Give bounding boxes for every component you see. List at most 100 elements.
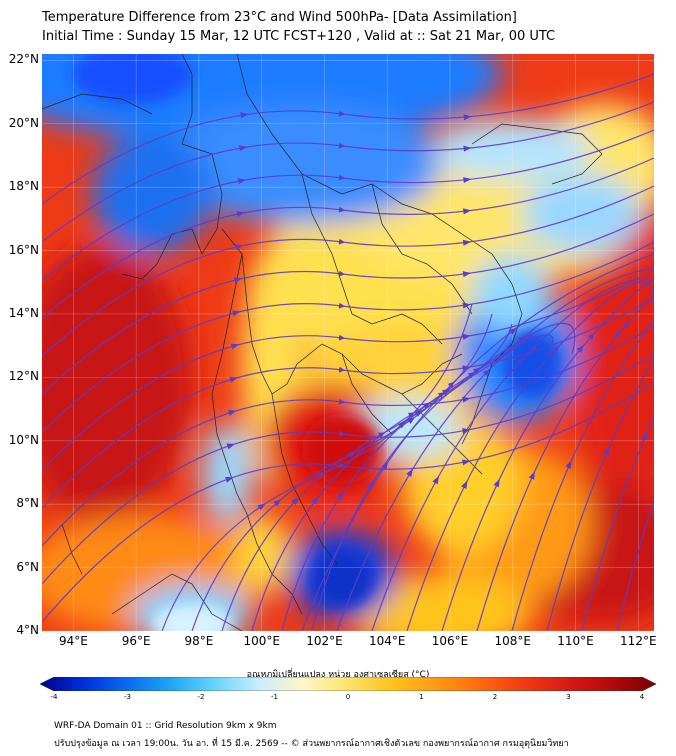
wind-arrowhead: [462, 396, 471, 403]
wind-arrowhead: [576, 344, 585, 353]
lat-tick-label: 4°N: [16, 623, 39, 637]
wind-arrowhead: [528, 471, 535, 480]
wind-arrowhead: [366, 481, 374, 490]
streamline: [221, 323, 513, 631]
wind-arrowhead: [233, 277, 243, 284]
streamline: [406, 281, 654, 631]
wind-arrowhead: [240, 112, 249, 119]
wind-arrowhead: [613, 330, 622, 339]
colorbar-tick-label: 4: [639, 693, 645, 701]
wind-arrowhead: [406, 468, 413, 478]
wind-arrowhead: [463, 114, 472, 121]
streamline: [336, 267, 654, 631]
wind-arrowhead: [422, 402, 431, 410]
wind-arrowhead: [237, 178, 247, 185]
wind-arrowhead: [529, 344, 538, 352]
streamline: [311, 322, 576, 631]
wind-arrowhead: [236, 211, 245, 218]
colorbar-tick-label: -2: [197, 693, 205, 701]
wind-arrowhead: [381, 461, 389, 470]
colorbar-tick-label: 3: [566, 693, 571, 701]
wind-arrowhead: [225, 476, 234, 483]
wind-arrowhead: [463, 208, 472, 215]
wind-arrowhead: [462, 333, 471, 340]
wind-arrowhead: [230, 343, 240, 350]
wind-arrowhead: [273, 499, 282, 507]
lat-tick-label: 16°N: [8, 242, 39, 257]
lon-tick-label: 102°E: [306, 634, 343, 648]
lon-tick-label: 96°E: [121, 634, 151, 648]
lon-tick-label: 94°E: [58, 634, 88, 648]
wind-arrowhead: [493, 478, 500, 488]
wind-arrowhead: [311, 496, 319, 505]
wind-arrowhead: [291, 496, 300, 505]
lat-tick-label: 14°N: [8, 305, 39, 320]
colorbar-tick-label: 2: [492, 693, 498, 701]
wind-arrowhead: [641, 432, 648, 441]
lon-tick-label: 108°E: [494, 634, 532, 648]
wind-arrowhead: [229, 376, 238, 383]
streamline: [371, 279, 654, 631]
wind-arrowhead: [226, 443, 236, 450]
temperature-wind-map: [42, 54, 654, 631]
lat-tick-label: 6°N: [16, 559, 39, 574]
streamline: [42, 185, 654, 357]
wind-arrowhead: [461, 480, 468, 490]
colorbar-tick-label: 1: [419, 693, 424, 701]
streamline: [161, 303, 473, 631]
streamline: [42, 129, 654, 281]
streamline: [191, 313, 493, 631]
wind-arrowhead: [462, 428, 471, 435]
map-subtitle: Initial Time : Sunday 15 Mar, 12 UTC FCS…: [42, 29, 556, 44]
lat-tick-label: 22°N: [8, 52, 39, 67]
colorbar-tick-label: -3: [124, 693, 131, 701]
wind-arrowhead: [227, 410, 237, 416]
wind-arrowhead: [414, 410, 424, 417]
wind-arrowhead: [547, 349, 556, 358]
footer-model-info: WRF-DA Domain 01 :: Grid Resolution 9km …: [54, 721, 277, 731]
wind-arrowhead: [442, 388, 451, 396]
wind-arrowhead: [462, 271, 472, 278]
lon-tick-label: 104°E: [368, 634, 406, 648]
colorbar-tick-label: 0: [345, 693, 351, 701]
wind-arrowhead: [397, 420, 406, 429]
colorbar-title: อุณหภูมิเปลี่ยนแปลง หน่วย องศาเซลเซียส (…: [246, 670, 430, 680]
lat-tick-label: 12°N: [8, 369, 39, 384]
lon-tick-label: 98°E: [184, 634, 214, 648]
lon-tick-label: 110°E: [557, 634, 594, 648]
wind-streamlines: [42, 73, 654, 631]
streamline: [546, 351, 654, 631]
streamline: [42, 73, 654, 205]
streamline: [42, 157, 654, 319]
wind-arrowhead: [462, 302, 471, 309]
wind-arrowhead: [239, 145, 248, 152]
wind-arrowhead: [603, 446, 610, 456]
lat-tick-label: 8°N: [16, 496, 39, 511]
map-title: Temperature Difference from 23°C and Win…: [42, 10, 517, 25]
lat-tick-label: 18°N: [8, 179, 39, 194]
wind-arrowhead: [232, 310, 241, 317]
wind-arrowhead: [565, 460, 572, 469]
lon-tick-label: 112°E: [620, 634, 657, 648]
streamline: [476, 294, 654, 631]
lat-tick-label: 10°N: [8, 432, 39, 447]
streamline: [42, 297, 654, 509]
colorbar-tick-label: -1: [271, 693, 278, 701]
streamline: [42, 213, 654, 395]
lon-tick-label: 100°E: [243, 634, 280, 648]
wind-arrowhead: [472, 367, 482, 375]
wind-arrowhead: [463, 177, 472, 183]
wind-arrowhead: [461, 459, 471, 466]
wind-arrowhead: [336, 491, 344, 500]
wind-arrowhead: [407, 416, 416, 424]
wind-arrowhead: [257, 503, 266, 511]
wind-arrowhead: [462, 239, 472, 246]
streamline: [281, 334, 554, 631]
lat-tick-label: 20°N: [8, 115, 39, 130]
streamline: [42, 241, 654, 433]
streamline: [42, 325, 654, 547]
footer-credit: ปรับปรุงข้อมูล ณ เวลา 19:00น. วัน อา. ที…: [54, 739, 569, 749]
lon-tick-label: 106°E: [431, 634, 469, 648]
streamline: [441, 279, 654, 631]
streamline: [42, 101, 654, 243]
